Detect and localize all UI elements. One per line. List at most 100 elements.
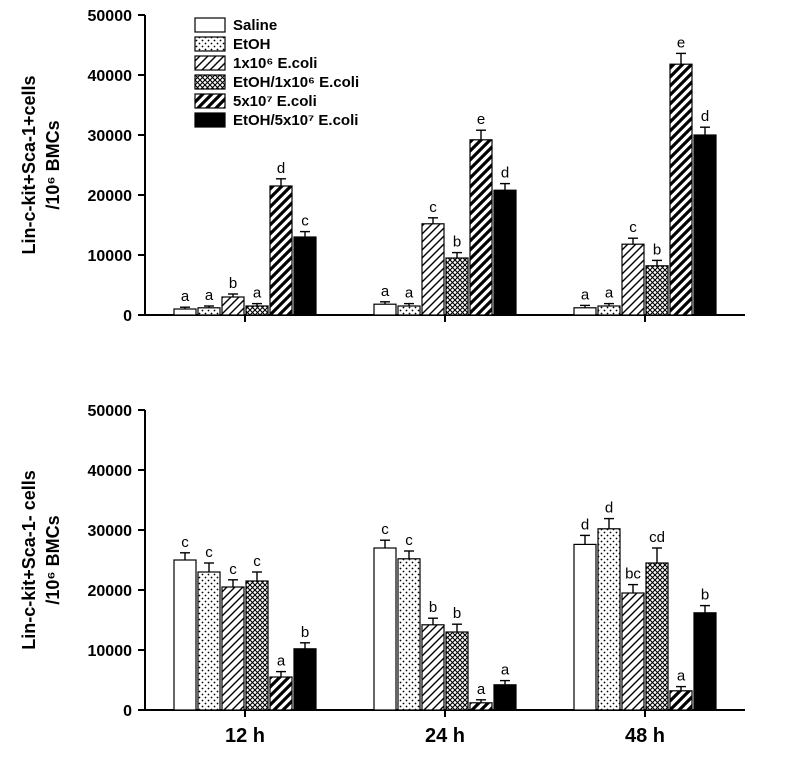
bar [374, 548, 396, 710]
significance-label: b [453, 234, 461, 251]
bar [494, 190, 516, 315]
svg-text:40000: 40000 [88, 463, 133, 480]
svg-text:50000: 50000 [88, 8, 133, 25]
bar [646, 266, 668, 315]
legend-swatch [195, 94, 225, 108]
bar [598, 529, 620, 710]
legend-swatch [195, 18, 225, 32]
legend-label: Saline [233, 17, 277, 34]
significance-label: e [477, 111, 485, 128]
legend-swatch [195, 75, 225, 89]
significance-label: b [653, 241, 661, 258]
significance-label: d [581, 516, 589, 533]
chart-panel-bottom: 0 10000 20000 30000 40000 50000 Lin-c-kit+Sca-… [0, 390, 800, 780]
svg-text:/10⁶ BMCs: /10⁶ BMCs [43, 120, 63, 209]
bar [574, 544, 596, 710]
significance-label: b [229, 275, 237, 292]
bar [294, 237, 316, 315]
svg-text:Lin-c-kit+Sca-1- cells: Lin-c-kit+Sca-1- cells [19, 470, 39, 650]
significance-label: a [477, 681, 486, 698]
significance-label: d [501, 165, 509, 182]
chart-panel-top: 01000020000300004000050000Lin-c-kit+Sca-… [0, 0, 800, 360]
bar [270, 186, 292, 315]
bar [198, 308, 220, 315]
significance-label: a [381, 283, 390, 300]
bar [622, 593, 644, 710]
legend-swatch [195, 113, 225, 127]
svg-text:0: 0 [123, 308, 132, 325]
bar [398, 306, 420, 315]
svg-text:10000: 10000 [88, 248, 133, 265]
bar [694, 613, 716, 710]
legend-swatch [195, 37, 225, 51]
bar [670, 691, 692, 710]
significance-label: bc [625, 566, 641, 583]
significance-label: a [501, 662, 510, 679]
bar [174, 560, 196, 710]
legend-label: EtOH/1x10⁶ E.coli [233, 74, 359, 91]
bar [574, 308, 596, 315]
significance-label: c [205, 544, 213, 561]
svg-text:20000: 20000 [88, 583, 133, 600]
bar [222, 297, 244, 315]
bar [222, 587, 244, 710]
significance-label: b [701, 587, 709, 604]
significance-label: cd [649, 529, 665, 546]
significance-label: d [605, 500, 613, 517]
bar [446, 632, 468, 710]
bar [270, 677, 292, 710]
significance-label: a [581, 286, 590, 303]
significance-label: d [277, 160, 285, 177]
figure: 0 10000 20000 30000 40000 50000 Lin-c-kit+Sca-… [0, 0, 800, 780]
x-category-label: 24 h [425, 725, 465, 747]
bar [294, 649, 316, 710]
significance-label: c [253, 553, 261, 570]
legend-label: EtOH [233, 36, 271, 53]
bar [422, 625, 444, 710]
bar [670, 64, 692, 315]
bar [694, 135, 716, 315]
significance-label: a [277, 653, 286, 670]
significance-label: c [301, 213, 309, 230]
significance-label: c [405, 532, 413, 549]
significance-label: a [677, 668, 686, 685]
legend-label: 1x10⁶ E.coli [233, 55, 317, 72]
significance-label: a [205, 287, 214, 304]
svg-text:30000: 30000 [88, 128, 133, 145]
significance-label: a [405, 285, 414, 302]
bar [246, 306, 268, 315]
bar [174, 309, 196, 315]
bar [470, 140, 492, 315]
significance-label: a [181, 288, 190, 305]
bar [246, 581, 268, 710]
significance-label: b [453, 605, 461, 622]
x-category-label: 12 h [225, 725, 265, 747]
svg-text:50000: 50000 [88, 403, 133, 420]
bar [446, 258, 468, 315]
bar [374, 304, 396, 315]
x-category-label: 48 h [625, 725, 665, 747]
significance-label: c [381, 521, 389, 538]
legend-label: 5x10⁷ E.coli [233, 93, 317, 110]
svg-text:/10⁶ BMCs: /10⁶ BMCs [43, 515, 63, 604]
significance-label: d [701, 108, 709, 125]
bar [646, 563, 668, 710]
bar [622, 244, 644, 315]
significance-label: a [605, 285, 614, 302]
significance-label: e [677, 34, 685, 51]
significance-label: c [629, 219, 637, 236]
legend-label: EtOH/5x10⁷ E.coli [233, 112, 358, 129]
significance-label: c [429, 199, 437, 216]
bar [494, 685, 516, 710]
svg-text:10000: 10000 [88, 643, 133, 660]
bar [470, 703, 492, 710]
bar [398, 559, 420, 710]
bar [422, 224, 444, 315]
svg-text:30000: 30000 [88, 523, 133, 540]
bar [598, 306, 620, 315]
svg-text:0: 0 [123, 703, 132, 720]
svg-text:Lin-c-kit+Sca-1+cells: Lin-c-kit+Sca-1+cells [19, 75, 39, 254]
legend-swatch [195, 56, 225, 70]
significance-label: a [253, 285, 262, 302]
significance-label: c [229, 561, 237, 578]
